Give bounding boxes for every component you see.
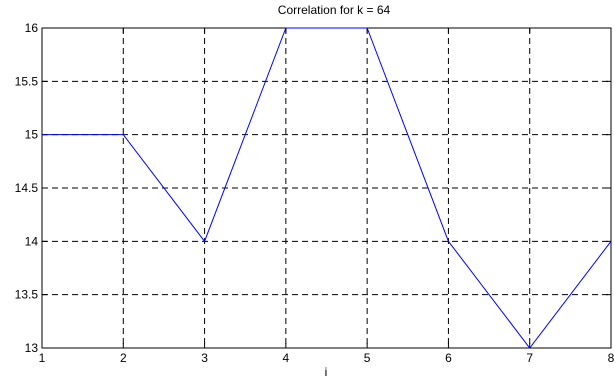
y-tick-label: 16 [25, 21, 39, 35]
x-axis-label: i [325, 365, 328, 379]
y-tick-label: 14.5 [15, 181, 39, 195]
series [42, 27, 612, 349]
y-tick-labels: 13 13.5 14 14.5 15 15.5 16 [15, 21, 39, 355]
x-tick-label: 5 [364, 351, 371, 365]
y-tick-label: 15 [25, 128, 39, 142]
x-tick-label: 8 [608, 351, 614, 365]
grid [42, 28, 611, 348]
x-tick-label: 6 [445, 351, 452, 365]
series-line [42, 27, 612, 349]
y-tick-label: 15.5 [15, 74, 39, 88]
x-tick-label: 1 [39, 351, 46, 365]
x-tick-label: 3 [201, 351, 208, 365]
y-tick-label: 13.5 [15, 288, 39, 302]
y-tick-label: 13 [25, 341, 39, 355]
x-tick-labels: 1 2 3 4 5 6 7 8 [39, 351, 614, 365]
x-tick-label: 2 [120, 351, 127, 365]
x-tick-label: 4 [283, 351, 290, 365]
x-tick-label: 7 [526, 351, 533, 365]
chart-title: Correlation for k = 64 [278, 3, 391, 17]
y-tick-label: 14 [25, 234, 39, 248]
